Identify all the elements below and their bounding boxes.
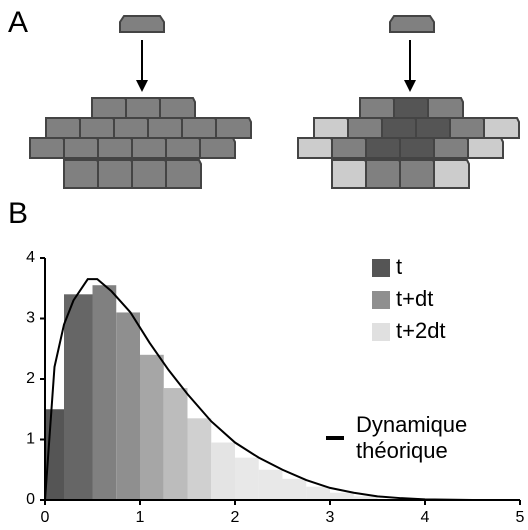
bar bbox=[92, 285, 117, 500]
chart: 0 1 2 3 4 0 1 2 3 4 5 t t+dt t+2dt bbox=[26, 249, 524, 526]
legend-label: Dynamique théorique bbox=[356, 412, 468, 463]
block bbox=[389, 15, 435, 33]
bar bbox=[353, 496, 378, 500]
tile bbox=[347, 117, 384, 139]
tile bbox=[467, 137, 504, 159]
panel-label: A bbox=[8, 6, 28, 39]
tile bbox=[199, 137, 236, 159]
tile bbox=[79, 117, 116, 139]
tile bbox=[297, 137, 334, 159]
bar bbox=[116, 312, 140, 500]
bar bbox=[330, 492, 354, 500]
x-tick-label: 3 bbox=[326, 509, 335, 526]
tile bbox=[29, 137, 66, 159]
tile bbox=[125, 97, 162, 119]
tile bbox=[165, 159, 202, 189]
y-tick-label: 4 bbox=[26, 249, 35, 266]
theory-line bbox=[44, 278, 473, 501]
tile bbox=[147, 117, 184, 139]
tile bbox=[91, 97, 128, 119]
legend-label: t+2dt bbox=[396, 318, 446, 343]
tile bbox=[399, 137, 436, 159]
legend-swatch bbox=[372, 291, 390, 309]
tile bbox=[427, 97, 464, 119]
tile bbox=[393, 97, 430, 119]
tile bbox=[433, 159, 470, 189]
tile bbox=[113, 117, 150, 139]
tile bbox=[483, 117, 520, 139]
x-tick-label: 5 bbox=[516, 509, 525, 526]
x-tick-label: 1 bbox=[136, 509, 145, 526]
bar bbox=[64, 294, 93, 500]
tile bbox=[331, 137, 368, 159]
tile bbox=[365, 159, 402, 189]
y-tick-label: 3 bbox=[26, 310, 35, 327]
bar bbox=[163, 388, 188, 500]
tile bbox=[433, 137, 470, 159]
legend-label: t bbox=[396, 254, 402, 279]
arrow-head bbox=[404, 80, 416, 92]
tile bbox=[97, 137, 134, 159]
tile bbox=[313, 117, 350, 139]
tile bbox=[63, 159, 100, 189]
legend-swatch bbox=[372, 323, 390, 341]
tile bbox=[331, 159, 368, 189]
tile bbox=[365, 137, 402, 159]
bar bbox=[306, 486, 330, 500]
tile bbox=[165, 137, 202, 159]
bar bbox=[187, 418, 212, 500]
y-tick-label: 2 bbox=[26, 370, 35, 387]
bar bbox=[258, 469, 283, 500]
legend-swatch bbox=[372, 259, 390, 277]
tile bbox=[449, 117, 486, 139]
arrow-head bbox=[136, 80, 148, 92]
bar bbox=[140, 354, 164, 500]
block bbox=[119, 15, 165, 33]
tile bbox=[131, 137, 168, 159]
diagram bbox=[29, 15, 520, 189]
tile bbox=[381, 117, 418, 139]
tile bbox=[63, 137, 100, 159]
tile bbox=[215, 117, 252, 139]
tile bbox=[97, 159, 134, 189]
panel-label: B bbox=[8, 197, 28, 230]
tile bbox=[181, 117, 218, 139]
x-tick-label: 4 bbox=[421, 509, 430, 526]
legend-label: t+dt bbox=[396, 286, 433, 311]
bar bbox=[235, 457, 259, 500]
bar bbox=[282, 478, 307, 500]
tile bbox=[159, 97, 196, 119]
tile bbox=[131, 159, 168, 189]
tile bbox=[45, 117, 82, 139]
tile bbox=[415, 117, 452, 139]
tile bbox=[399, 159, 436, 189]
tile bbox=[359, 97, 396, 119]
x-tick-label: 2 bbox=[231, 509, 240, 526]
y-tick-label: 1 bbox=[26, 431, 35, 448]
x-tick-label: 0 bbox=[41, 509, 50, 526]
bar bbox=[211, 442, 235, 500]
y-tick-label: 0 bbox=[26, 491, 35, 508]
